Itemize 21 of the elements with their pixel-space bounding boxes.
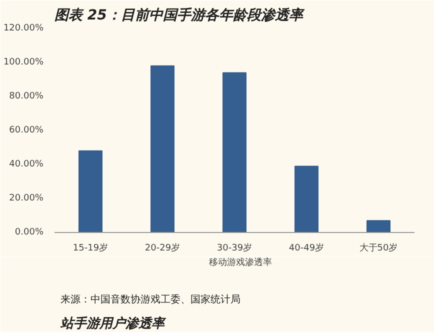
x-tick-label: 30-39岁 [216,242,252,254]
y-tick-label: 20.00% [9,194,44,204]
y-tick-label: 80.00% [9,92,44,102]
x-tick-label: 20-29岁 [144,242,180,254]
x-tick-label: 15-19岁 [72,242,108,254]
bar [294,166,319,232]
y-tick-label: 120.00% [3,24,44,34]
y-tick-label: 100.00% [3,58,44,68]
x-tick-label: 40-49岁 [288,242,324,254]
text: 站手游用户渗透率 [60,316,166,332]
bar [366,220,391,232]
source-note: 来源：中国音数协游戏工委、国家统计局 [60,294,240,306]
y-tick-label: 60.00% [9,126,44,136]
y-tick-label: 0.00% [14,228,44,238]
bar [78,150,103,232]
bar [222,72,247,232]
bar [150,65,175,232]
x-tick-label: 大于50岁 [359,242,398,254]
y-tick-label: 40.00% [9,160,44,170]
chart-title: 图表 25：目前中国手游各年龄段渗透率 [54,6,305,24]
text: 移动游戏渗透率 [209,256,272,269]
